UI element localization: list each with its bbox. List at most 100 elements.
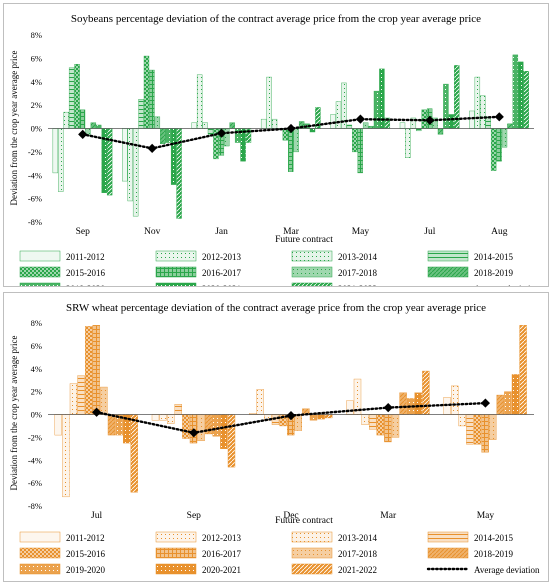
y-tick-label: 2% bbox=[31, 387, 42, 397]
bar bbox=[437, 128, 444, 135]
bar bbox=[62, 414, 70, 498]
legend-swatch bbox=[19, 282, 61, 286]
bar bbox=[512, 54, 519, 129]
legend-label: Average deviation bbox=[474, 284, 540, 286]
bar bbox=[405, 128, 411, 158]
chart-title: SRW wheat percentage deviation of the co… bbox=[66, 302, 486, 314]
legend-label: 2020-2021 bbox=[202, 284, 241, 286]
bar bbox=[159, 414, 167, 421]
average-point bbox=[494, 112, 504, 122]
x-axis-label: Future contract bbox=[275, 516, 333, 526]
bar bbox=[166, 414, 175, 424]
legend-label: 2018-2019 bbox=[474, 549, 513, 559]
bar bbox=[100, 386, 108, 415]
bar bbox=[501, 128, 508, 148]
wheat-chart-panel: SRW wheat percentage deviation of the co… bbox=[3, 292, 549, 582]
bar bbox=[490, 128, 497, 171]
average-point bbox=[425, 115, 435, 125]
bar bbox=[212, 414, 220, 437]
series-2021-2022 bbox=[130, 325, 527, 493]
legend-label: 2013-2014 bbox=[338, 252, 377, 262]
bar bbox=[240, 128, 246, 162]
legend-item: 2015-2016 bbox=[19, 266, 105, 278]
bar bbox=[399, 392, 407, 415]
bar bbox=[504, 391, 512, 415]
legend-label: 2021-2022 bbox=[338, 284, 377, 286]
average-point bbox=[480, 398, 490, 408]
x-tick-label: Aug bbox=[491, 227, 508, 237]
y-tick-label: -8% bbox=[28, 501, 42, 511]
legend-label: 2018-2019 bbox=[474, 268, 513, 278]
bar bbox=[63, 111, 69, 129]
bar bbox=[122, 128, 128, 182]
bar bbox=[127, 128, 133, 202]
legend-item: 2017-2018 bbox=[291, 547, 377, 559]
legend-swatch bbox=[19, 266, 61, 278]
bar bbox=[92, 325, 100, 415]
bar bbox=[182, 414, 190, 439]
bar bbox=[52, 128, 59, 174]
bar bbox=[518, 61, 524, 129]
bar bbox=[79, 109, 86, 129]
legend-item: 2019-2020 bbox=[19, 282, 105, 286]
legend-label: 2014-2015 bbox=[474, 252, 513, 262]
legend-swatch bbox=[291, 563, 333, 575]
bar bbox=[282, 128, 289, 141]
legend-swatch bbox=[155, 563, 197, 575]
bar bbox=[154, 116, 161, 129]
wheat-chart: SRW wheat percentage deviation of the co… bbox=[9, 302, 540, 575]
legend-item: 2018-2019 bbox=[427, 266, 513, 278]
bar bbox=[266, 76, 272, 129]
bar bbox=[130, 414, 138, 493]
series-2020-2021 bbox=[101, 61, 524, 193]
legend-swatch bbox=[155, 547, 197, 559]
y-tick-label: 2% bbox=[31, 100, 42, 110]
y-tick-label: -2% bbox=[28, 147, 42, 157]
legend-label: 2015-2016 bbox=[66, 549, 105, 559]
bar bbox=[376, 414, 384, 436]
legend-item: 2014-2015 bbox=[427, 250, 513, 262]
legend-item: 2020-2021 bbox=[155, 282, 241, 286]
bar bbox=[96, 124, 102, 129]
average-point bbox=[286, 411, 296, 421]
bar bbox=[519, 325, 527, 415]
legend-item: Average deviation bbox=[426, 565, 540, 575]
legend-label: 2019-2020 bbox=[66, 284, 105, 286]
legend-swatch bbox=[155, 282, 197, 286]
y-tick-label: 8% bbox=[31, 30, 42, 40]
bar bbox=[346, 400, 354, 415]
bar bbox=[357, 128, 363, 174]
y-tick-label: -6% bbox=[28, 194, 42, 204]
bar bbox=[160, 128, 166, 144]
legend-item: 2012-2013 bbox=[155, 531, 241, 543]
legend-item: 2011-2012 bbox=[19, 250, 105, 262]
bar bbox=[220, 414, 228, 450]
y-axis-label: Deviation from the crop year average pri… bbox=[9, 336, 19, 491]
legend-item: 2021-2022 bbox=[291, 282, 377, 286]
legend-item: 2013-2014 bbox=[291, 250, 377, 262]
bar bbox=[151, 414, 160, 421]
y-tick-label: -2% bbox=[28, 432, 42, 442]
average-point bbox=[216, 128, 227, 138]
legend-swatch bbox=[291, 282, 333, 286]
x-tick-label: Mar bbox=[380, 511, 397, 521]
legend-label: 2015-2016 bbox=[66, 268, 105, 278]
legend-swatch bbox=[291, 547, 333, 559]
average-point bbox=[189, 428, 199, 438]
bar bbox=[90, 122, 97, 129]
bar bbox=[174, 404, 182, 415]
legend-label: 2012-2013 bbox=[202, 252, 241, 262]
x-tick-label: Nov bbox=[144, 227, 161, 237]
bar bbox=[473, 414, 482, 445]
bar bbox=[422, 370, 430, 415]
x-tick-label: May bbox=[352, 227, 370, 237]
bar bbox=[469, 110, 475, 129]
y-tick-label: 4% bbox=[31, 77, 42, 87]
bar bbox=[165, 128, 171, 143]
bar bbox=[224, 128, 230, 147]
legend-label: 2016-2017 bbox=[202, 268, 241, 278]
legend-swatch bbox=[291, 266, 333, 278]
legend-label: 2011-2012 bbox=[66, 252, 105, 262]
legend-item: 2016-2017 bbox=[155, 547, 241, 559]
x-tick-label: Jan bbox=[215, 227, 228, 237]
